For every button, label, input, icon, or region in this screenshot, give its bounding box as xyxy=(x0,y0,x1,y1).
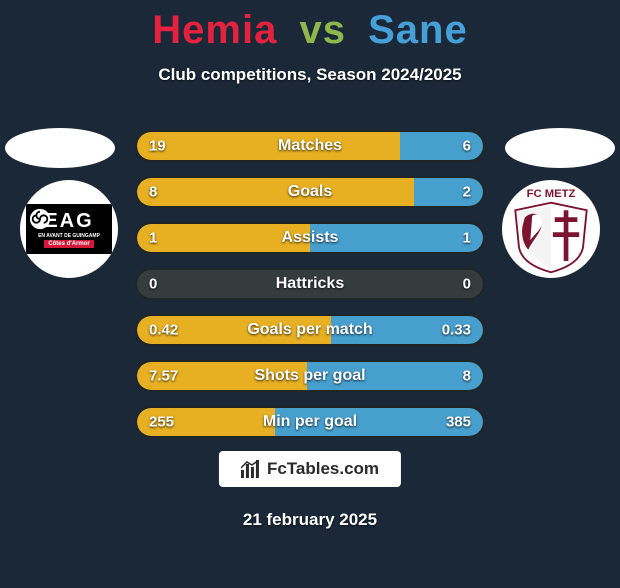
comparison-title: Hemia vs Sane xyxy=(0,8,620,53)
player1-avatar-base xyxy=(5,128,115,168)
eag-logo: EAG EN AVANT DE GUINGAMP Côtes d'Armor xyxy=(26,204,112,254)
source-badge: FcTables.com xyxy=(219,451,401,487)
stat-label: Matches xyxy=(137,137,483,155)
metz-text: FC METZ xyxy=(527,188,576,200)
stat-row: 0.420.33Goals per match xyxy=(135,314,485,346)
triskelion-icon xyxy=(29,208,51,230)
stat-label: Min per goal xyxy=(137,413,483,431)
stat-label: Assists xyxy=(137,229,483,247)
stat-row: 7.578Shots per goal xyxy=(135,360,485,392)
stat-row: 11Assists xyxy=(135,222,485,254)
stat-label: Goals per match xyxy=(137,321,483,339)
player1-name: Hemia xyxy=(152,8,277,52)
stats-container: 196Matches 82Goals 11Assists 00Hattricks 0.4… xyxy=(135,130,485,452)
footer-date: 21 february 2025 xyxy=(0,510,620,530)
stat-row: 00Hattricks xyxy=(135,268,485,300)
player2-name: Sane xyxy=(368,8,468,52)
vs-text: vs xyxy=(299,8,346,52)
fc-metz-logo: FC METZ xyxy=(504,182,598,276)
stat-label: Hattricks xyxy=(137,275,483,293)
eag-text: EAG xyxy=(44,210,93,233)
subtitle: Club competitions, Season 2024/2025 xyxy=(0,65,620,85)
bar-chart-icon xyxy=(241,460,261,478)
stat-row: 255385Min per goal xyxy=(135,406,485,438)
stat-label: Shots per goal xyxy=(137,367,483,385)
source-text: FcTables.com xyxy=(267,459,379,479)
player2-club-badge: FC METZ xyxy=(502,180,600,278)
stat-row: 82Goals xyxy=(135,176,485,208)
eag-subtext: EN AVANT DE GUINGAMP xyxy=(38,233,100,239)
player2-avatar-base xyxy=(505,128,615,168)
player1-club-badge: EAG EN AVANT DE GUINGAMP Côtes d'Armor xyxy=(20,180,118,278)
stat-row: 196Matches xyxy=(135,130,485,162)
eag-region: Côtes d'Armor xyxy=(44,240,93,248)
stat-label: Goals xyxy=(137,183,483,201)
